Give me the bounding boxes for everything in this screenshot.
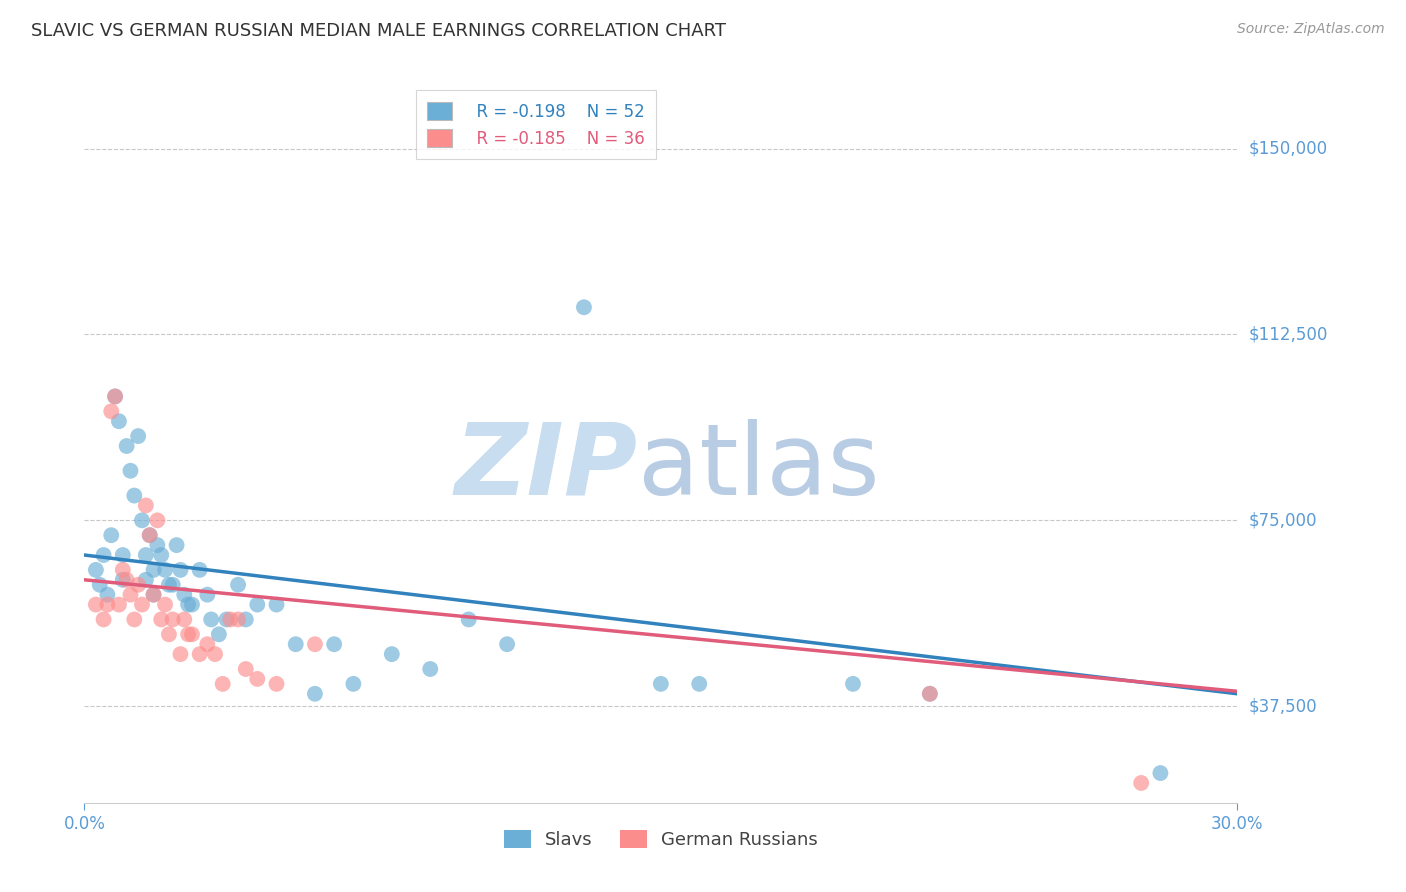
Point (1149, 766, 1171, 780)
Point (226, 578, 249, 592)
Point (572, 300, 595, 314)
Point (153, 598, 176, 612)
Point (266, 598, 288, 612)
Point (181, 598, 204, 612)
Point (169, 563, 191, 577)
Point (284, 637, 307, 651)
Point (135, 548, 157, 562)
Point (200, 612, 222, 626)
Point (204, 647, 226, 661)
Point (131, 598, 153, 612)
Text: $150,000: $150,000 (1249, 140, 1327, 158)
Point (108, 598, 131, 612)
Point (342, 677, 364, 691)
Point (188, 563, 211, 577)
Point (115, 439, 138, 453)
Point (127, 429, 149, 443)
Point (219, 612, 242, 626)
Point (169, 647, 191, 661)
Point (323, 637, 346, 651)
Point (124, 612, 146, 626)
Point (173, 612, 195, 626)
Point (108, 414, 131, 428)
Point (419, 662, 441, 676)
Point (304, 687, 326, 701)
Point (153, 563, 176, 577)
Point (177, 627, 200, 641)
Point (918, 687, 941, 701)
Point (124, 489, 146, 503)
Point (166, 538, 188, 552)
Point (208, 627, 231, 641)
Point (115, 573, 138, 587)
Point (688, 677, 710, 691)
Point (93, 612, 115, 626)
Point (93, 548, 115, 562)
Point (96, 588, 118, 602)
Point (135, 573, 157, 587)
Text: $112,500: $112,500 (1249, 326, 1327, 343)
Point (138, 528, 160, 542)
Point (188, 647, 211, 661)
Point (162, 612, 184, 626)
Point (304, 637, 326, 651)
Point (100, 528, 122, 542)
Point (181, 627, 204, 641)
Point (842, 677, 865, 691)
Point (195, 637, 218, 651)
Point (104, 389, 127, 403)
Legend: Slavs, German Russians: Slavs, German Russians (495, 821, 827, 858)
Point (195, 588, 218, 602)
Point (138, 528, 160, 542)
Point (104, 389, 127, 403)
Text: $37,500: $37,500 (1249, 698, 1317, 715)
Point (142, 563, 165, 577)
Point (381, 647, 404, 661)
Point (120, 464, 142, 478)
Point (246, 598, 269, 612)
Point (246, 672, 269, 686)
Point (211, 677, 233, 691)
Point (235, 612, 257, 626)
Point (157, 578, 180, 592)
Point (215, 612, 238, 626)
Point (235, 662, 257, 676)
Point (226, 612, 249, 626)
Point (173, 588, 195, 602)
Point (96, 598, 118, 612)
Point (131, 513, 153, 527)
Point (127, 578, 149, 592)
Point (135, 499, 157, 513)
Point (111, 548, 134, 562)
Point (142, 588, 165, 602)
Point (496, 637, 519, 651)
Point (120, 588, 142, 602)
Point (111, 563, 134, 577)
Point (89, 578, 111, 592)
Point (84, 563, 107, 577)
Point (266, 677, 288, 691)
Point (1130, 776, 1153, 790)
Text: $75,000: $75,000 (1249, 511, 1317, 529)
Point (146, 538, 169, 552)
Point (918, 687, 941, 701)
Point (157, 627, 180, 641)
Point (111, 573, 134, 587)
Point (650, 677, 672, 691)
Text: Source: ZipAtlas.com: Source: ZipAtlas.com (1237, 22, 1385, 37)
Point (146, 513, 169, 527)
Text: ZIP: ZIP (454, 419, 638, 516)
Point (100, 404, 122, 418)
Text: SLAVIC VS GERMAN RUSSIAN MEDIAN MALE EARNINGS CORRELATION CHART: SLAVIC VS GERMAN RUSSIAN MEDIAN MALE EAR… (31, 22, 725, 40)
Point (150, 612, 173, 626)
Point (177, 598, 200, 612)
Point (457, 612, 479, 626)
Point (142, 588, 165, 602)
Point (162, 578, 184, 592)
Point (150, 548, 173, 562)
Text: atlas: atlas (638, 419, 879, 516)
Point (84, 598, 107, 612)
